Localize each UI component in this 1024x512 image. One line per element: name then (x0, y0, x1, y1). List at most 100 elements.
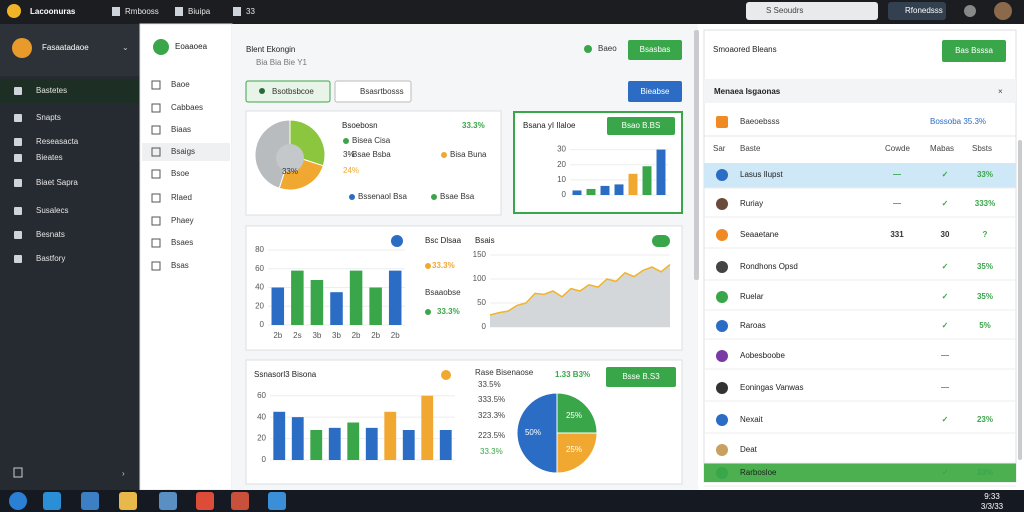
add-button[interactable]: Baeo (598, 44, 617, 53)
card-stat: 33.3% (432, 261, 455, 270)
panel-button[interactable] (942, 40, 1006, 62)
filter[interactable] (334, 80, 412, 103)
row-name[interactable]: Nexait (740, 415, 763, 424)
row-name[interactable]: Lasus Ilupst (740, 170, 783, 179)
subnav-item[interactable]: Bsaes (171, 238, 193, 247)
row-cell: — (941, 351, 949, 360)
card-button[interactable] (607, 117, 675, 135)
primary-button-text: Bieabse (641, 87, 670, 96)
sidebar-item[interactable]: Reseasacta (36, 137, 79, 146)
legend-item: Bsae Bsa (440, 192, 475, 201)
badge-dot (425, 309, 431, 315)
primary-button[interactable] (628, 81, 682, 102)
row-name[interactable]: Ruelar (740, 292, 764, 301)
tab[interactable]: 33 (246, 7, 255, 16)
subnav-item[interactable]: Bsoe (171, 169, 190, 178)
row-name[interactable]: Aobesboobe (740, 351, 785, 360)
taskbar-icon[interactable] (159, 492, 177, 510)
bar (656, 149, 666, 195)
card-title: Bsoebosn (342, 121, 378, 130)
taskbar-icon[interactable] (231, 492, 249, 510)
bar (271, 287, 285, 325)
slice-label: 25% (566, 445, 582, 454)
right-panel (703, 29, 1017, 483)
top-button[interactable] (888, 2, 946, 20)
badge (391, 235, 403, 247)
y-tick-label: 30 (557, 145, 566, 154)
taskbar-icon[interactable] (43, 492, 61, 510)
subnav-icon (151, 147, 161, 157)
action-button[interactable] (628, 40, 682, 60)
column-header: Baste (740, 144, 761, 153)
y-tick-label: 100 (473, 274, 487, 283)
subnav-item[interactable]: Bsas (171, 261, 189, 270)
row-name[interactable]: Rondhons Opsd (740, 262, 798, 271)
subnav-icon (151, 261, 161, 271)
sidebar-item[interactable]: Bastfory (36, 254, 65, 263)
subnav-active (142, 143, 230, 161)
sidebar-item[interactable]: Snapts (36, 113, 61, 122)
sidebar-item[interactable]: Susalecs (36, 206, 68, 215)
sidebar-item[interactable]: Biaet Sapra (36, 178, 78, 187)
x-tick-label: 3b (332, 331, 341, 340)
add-icon (584, 45, 592, 53)
page-subtitle: Bia Bia Bie Y1 (256, 58, 308, 67)
bar (642, 166, 652, 195)
tab[interactable]: Rmbooss (125, 7, 159, 16)
subnav-item[interactable]: Cabbaes (171, 103, 203, 112)
subnav-icon (151, 216, 161, 226)
taskbar-icon[interactable] (196, 492, 214, 510)
taskbar-icon[interactable] (119, 492, 137, 510)
card-button[interactable] (606, 367, 676, 387)
sidebar-item[interactable]: Besnats (36, 230, 65, 239)
subnav-item[interactable]: Biaas (171, 125, 191, 134)
row-highlight (704, 463, 1016, 482)
row-cell: ? (983, 230, 988, 239)
tab[interactable]: Biuipa (188, 7, 211, 16)
taskbar-icon[interactable] (268, 492, 286, 510)
card-stat: 1.33 B3% (555, 370, 590, 379)
row-name[interactable]: Deat (740, 445, 758, 454)
sidebar-icon (14, 207, 22, 215)
row-name[interactable]: Eoningas Vanwas (740, 383, 803, 392)
row-cell: 33% (977, 468, 993, 477)
subnav-icon (151, 125, 161, 135)
close-button[interactable]: × (998, 87, 1003, 96)
subnav-item[interactable]: Baoe (171, 80, 190, 89)
row-name[interactable]: Ruriay (740, 199, 763, 208)
filter-text: Bsotbsbcoe (272, 87, 314, 96)
pie-slice (556, 392, 598, 434)
row-cell: 331 (890, 230, 904, 239)
settings-icon (964, 5, 976, 17)
taskbar-icon[interactable] (81, 492, 99, 510)
sidebar-item[interactable]: Bastetes (36, 86, 67, 95)
bar (273, 411, 286, 460)
card-title: Ssnasorl3 Bisona (254, 370, 317, 379)
bar (586, 188, 596, 195)
pie-slice (516, 392, 558, 474)
section-header (704, 79, 1016, 103)
filter[interactable] (245, 80, 331, 103)
bar (439, 430, 452, 460)
y-tick-label: 60 (257, 391, 266, 400)
start-button[interactable] (9, 492, 27, 510)
bar (402, 430, 415, 460)
alert-link[interactable]: Bossoba 35.3% (930, 117, 986, 126)
card-label: Bsaaobse (425, 288, 461, 297)
search-box[interactable] (746, 2, 878, 20)
x-tick-label: 2b (391, 331, 400, 340)
sidebar-icon (14, 255, 22, 263)
bar (628, 173, 638, 195)
card-note: 223.5% (478, 431, 505, 440)
subnav-item[interactable]: Rlaed (171, 193, 192, 202)
bar (421, 395, 434, 460)
row-name[interactable]: Raroas (740, 321, 766, 330)
x-tick-label: 2b (352, 331, 361, 340)
row-cell: 333% (975, 199, 995, 208)
subnav-item[interactable]: Bsaigs (171, 147, 195, 156)
tab-icon (175, 7, 183, 16)
subnav-item[interactable]: Phaey (171, 216, 194, 225)
row-name[interactable]: Rarbosloe (740, 468, 777, 477)
sidebar-item[interactable]: Bieates (36, 153, 63, 162)
row-name[interactable]: Seaaetane (740, 230, 779, 239)
